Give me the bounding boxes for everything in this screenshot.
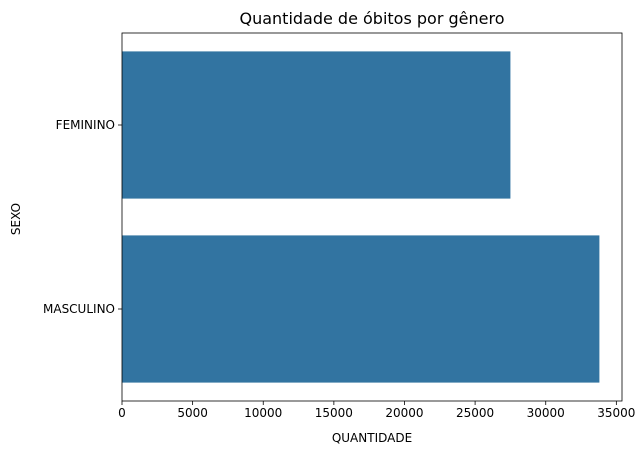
bar-feminino: [122, 51, 511, 199]
y-tick-label: MASCULINO: [43, 302, 115, 316]
x-tick-label: 25000: [456, 406, 494, 420]
x-tick-label: 30000: [527, 406, 565, 420]
x-tick-label: 35000: [597, 406, 635, 420]
x-tick-label: 5000: [177, 406, 208, 420]
x-axis-label: QUANTIDADE: [332, 431, 412, 445]
y-tick-label: FEMININO: [56, 118, 115, 132]
plot-area: FEMININO MASCULINO 0 5000 10000 15000 20000 250…: [43, 32, 635, 420]
plot-frame: [121, 32, 623, 402]
x-tick-label: 10000: [244, 406, 282, 420]
bar-masculino: [122, 235, 600, 383]
x-tick-label: 0: [118, 406, 126, 420]
chart-title: Quantidade de óbitos por gênero: [239, 9, 504, 28]
x-tick-label: 20000: [385, 406, 423, 420]
y-axis-label: SEXO: [9, 203, 23, 235]
x-tick-label: 15000: [315, 406, 353, 420]
